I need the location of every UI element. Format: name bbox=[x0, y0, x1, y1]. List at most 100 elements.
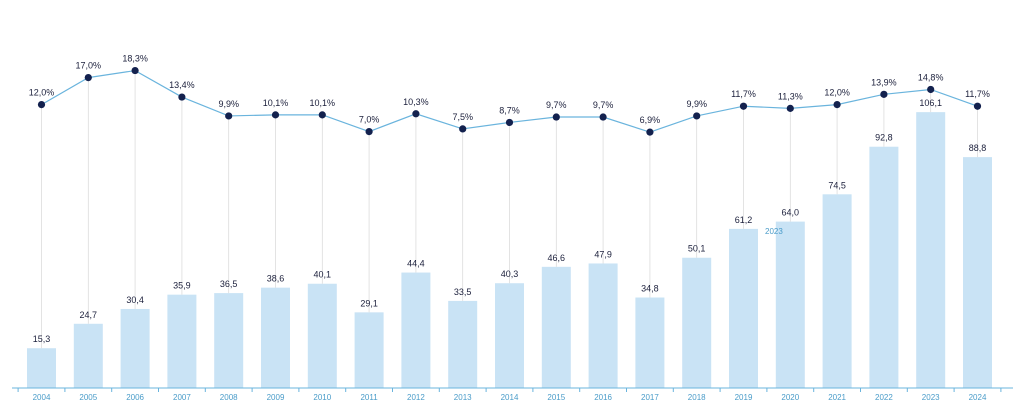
bar-2012 bbox=[401, 272, 431, 388]
bar-2021 bbox=[822, 194, 852, 388]
rate-label-2009: 10,1% bbox=[263, 98, 289, 108]
x-tick-label-2004: 2004 bbox=[33, 393, 51, 402]
x-tick-label-2011: 2011 bbox=[360, 393, 378, 402]
rate-marker-2019 bbox=[739, 102, 748, 110]
rate-marker-2016 bbox=[599, 113, 607, 121]
bar-2013 bbox=[448, 300, 478, 388]
rate-marker-2005 bbox=[84, 74, 92, 82]
x-tick-label-2012: 2012 bbox=[407, 393, 425, 402]
bar-2014 bbox=[495, 283, 524, 388]
rate-marker-2017 bbox=[646, 128, 654, 136]
bar-2020 bbox=[775, 221, 805, 388]
bar-value-label-2018: 50,1 bbox=[688, 244, 706, 254]
rate-marker-2022 bbox=[880, 90, 888, 98]
x-tick-label-2023: 2023 bbox=[922, 393, 940, 402]
rate-marker-2021 bbox=[833, 101, 841, 109]
bar-2015 bbox=[541, 266, 571, 388]
bar-2010 bbox=[307, 283, 337, 388]
x-tick-label-2009: 2009 bbox=[267, 393, 285, 402]
bar-value-label-2021: 74,5 bbox=[828, 180, 846, 190]
rate-label-2016: 9,7% bbox=[593, 100, 614, 110]
x-tick-label-2014: 2014 bbox=[501, 393, 519, 402]
x-tick-label-2020: 2020 bbox=[781, 393, 799, 402]
rate-marker-2018 bbox=[693, 112, 701, 120]
stray-year-label: 2023 bbox=[765, 227, 783, 236]
rate-marker-2008 bbox=[225, 112, 233, 120]
x-tick-label-2024: 2024 bbox=[969, 393, 987, 402]
bar-2016 bbox=[588, 263, 618, 388]
bar-value-label-2012: 44,4 bbox=[407, 259, 425, 269]
bar-value-label-2024: 88,8 bbox=[969, 143, 987, 153]
rate-label-2010: 10,1% bbox=[310, 98, 336, 108]
bars-layer bbox=[27, 112, 992, 388]
x-tick-label-2021: 2021 bbox=[828, 393, 846, 402]
bar-value-label-2005: 24,7 bbox=[80, 310, 98, 320]
rate-marker-2024 bbox=[973, 102, 982, 110]
drop-lines-layer bbox=[41, 70, 978, 349]
rate-label-2006: 18,3% bbox=[122, 54, 148, 64]
rate-marker-2014 bbox=[505, 118, 514, 127]
bar-value-label-2020: 64,0 bbox=[782, 208, 800, 218]
x-tick-label-2019: 2019 bbox=[735, 393, 753, 402]
bar-2004 bbox=[27, 348, 56, 388]
bar-value-label-2009: 38,6 bbox=[267, 274, 285, 284]
rate-marker-2009 bbox=[271, 111, 280, 119]
rate-label-2022: 13,9% bbox=[871, 77, 897, 87]
rate-label-2024: 11,7% bbox=[965, 89, 990, 99]
rate-label-2021: 12,0% bbox=[824, 88, 850, 98]
rate-marker-2011 bbox=[365, 128, 373, 136]
rate-label-2004: 12,0% bbox=[29, 88, 55, 98]
bar-2024 bbox=[963, 157, 992, 388]
rate-marker-2007 bbox=[178, 93, 186, 101]
rate-label-2012: 10,3% bbox=[403, 97, 429, 107]
x-tick-label-2013: 2013 bbox=[454, 393, 472, 402]
markers-layer bbox=[37, 66, 982, 136]
rate-label-2007: 13,4% bbox=[169, 80, 195, 90]
bar-value-label-2017: 34,8 bbox=[641, 284, 659, 294]
bar-value-label-2013: 33,5 bbox=[454, 287, 472, 297]
bar-value-label-2011: 29,1 bbox=[360, 298, 378, 308]
rate-label-2005: 17,0% bbox=[76, 61, 102, 71]
bar-value-label-2007: 35,9 bbox=[173, 281, 191, 291]
labels-layer: 15,3 12,0% 2004 24,7 17,0% 2005 30,4 18,3% 2006 3… bbox=[29, 54, 990, 402]
x-tick-label-2006: 2006 bbox=[126, 393, 144, 402]
bar-2008 bbox=[214, 293, 244, 388]
bar-value-label-2008: 36,5 bbox=[220, 279, 238, 289]
rate-label-2023: 14,8% bbox=[918, 72, 944, 82]
rate-marker-2012 bbox=[412, 110, 420, 118]
x-tick-label-2010: 2010 bbox=[313, 393, 331, 402]
x-tick-label-2005: 2005 bbox=[79, 393, 97, 402]
x-tick-label-2015: 2015 bbox=[547, 393, 565, 402]
rate-marker-2020 bbox=[786, 104, 794, 112]
x-tick-label-2018: 2018 bbox=[688, 393, 706, 402]
rate-label-2008: 9,9% bbox=[218, 99, 239, 109]
rate-marker-2004 bbox=[37, 101, 46, 109]
bar-value-label-2014: 40,3 bbox=[501, 269, 519, 279]
bar-2019 bbox=[729, 228, 758, 388]
rate-label-2019: 11,7% bbox=[731, 89, 756, 99]
rate-label-2013: 7,5% bbox=[452, 112, 473, 122]
bar-value-label-2006: 30,4 bbox=[126, 295, 144, 305]
bar-2006 bbox=[120, 308, 150, 388]
rate-label-2014: 8,7% bbox=[499, 105, 520, 115]
x-tick-label-2007: 2007 bbox=[173, 393, 191, 402]
bar-value-label-2015: 46,6 bbox=[548, 253, 566, 263]
x-tick-label-2008: 2008 bbox=[220, 393, 238, 402]
bar-2018 bbox=[682, 257, 712, 388]
rate-label-2018: 9,9% bbox=[686, 99, 707, 109]
bar-2023 bbox=[916, 112, 946, 388]
rate-marker-2006 bbox=[131, 66, 139, 75]
bar-2005 bbox=[73, 323, 103, 388]
rate-marker-2013 bbox=[459, 125, 467, 133]
bar-2011 bbox=[354, 312, 384, 388]
rate-marker-2010 bbox=[318, 111, 326, 119]
bar-value-label-2023: 106,1 bbox=[919, 98, 942, 108]
bar-2022 bbox=[869, 146, 899, 388]
rate-label-2017: 6,9% bbox=[640, 115, 661, 125]
rate-marker-2023 bbox=[927, 85, 935, 94]
rate-label-2011: 7,0% bbox=[359, 115, 380, 125]
rate-label-2020: 11,3% bbox=[778, 91, 803, 101]
bar-value-label-2010: 40,1 bbox=[314, 270, 332, 280]
